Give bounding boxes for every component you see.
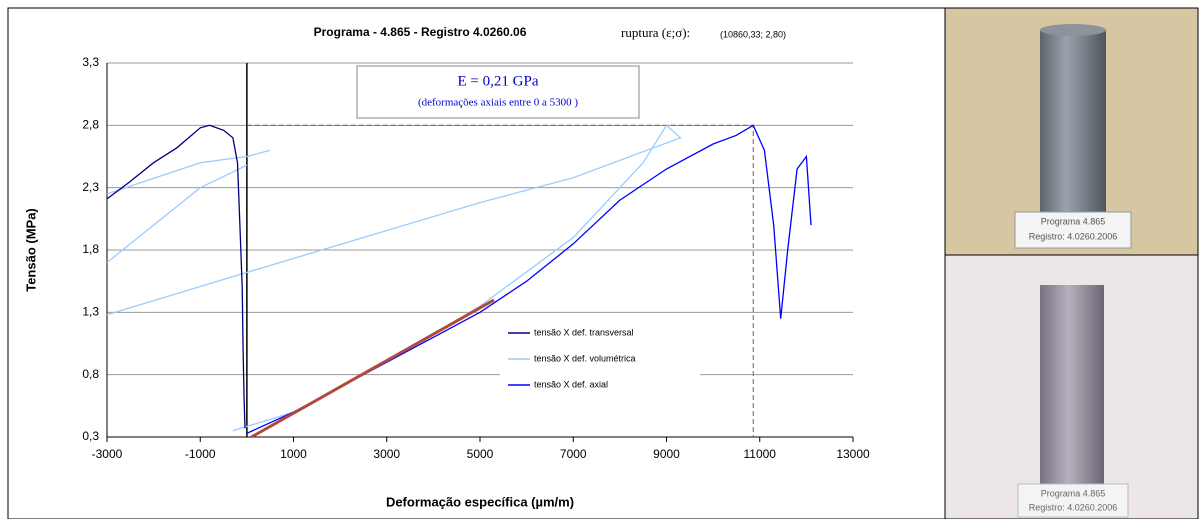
photo-label [1017,483,1129,518]
y-axis-label: Tensão (MPa) [23,208,38,292]
y-tick-label: 2,8 [82,118,99,132]
legend-label: tensão X def. transversal [534,327,634,337]
photo-caption: Programa 4.865 [1041,488,1106,498]
y-tick-label: 1,8 [82,242,99,256]
x-axis-label: Deformação específica (µm/m) [386,494,574,509]
legend-label: tensão X def. volumétrica [534,353,636,363]
x-tick-label: 7000 [560,447,587,461]
photo-caption: Programa 4.865 [1041,216,1106,226]
series-line [246,124,812,434]
x-tick-label: -1000 [185,447,216,461]
y-tick-label: 0,8 [82,367,99,381]
annotation-box [356,65,640,119]
specimen-top [1040,24,1106,36]
chart-title: Programa - 4.865 - Registro 4.0260.06 [314,25,527,39]
y-tick-label: 0,3 [82,429,99,443]
legend-box [500,320,700,398]
x-tick-label: 11000 [744,447,777,461]
x-tick-label: -3000 [92,447,123,461]
rupture-value: (10860,33; 2,80) [720,29,786,39]
x-tick-label: 13000 [836,447,870,461]
annotation-subtitle: (deformações axiais entre 0 a 5300 ) [418,97,578,109]
photo-caption: Registro: 4.0260.2006 [1029,231,1118,241]
legend-label: tensão X def. axial [534,379,608,389]
specimen [1040,285,1104,490]
series-line [106,124,246,429]
y-tick-label: 3,3 [82,55,99,69]
y-tick-label: 1,3 [82,305,99,319]
y-tick-label: 2,3 [82,180,99,194]
rupture-label: ruptura (ε;σ): [621,25,690,40]
x-tick-label: 1000 [280,447,307,461]
x-tick-label: 5000 [467,447,494,461]
annotation-title: E = 0,21 GPa [458,73,539,89]
fit-line [250,298,495,439]
specimen [1040,30,1106,230]
x-tick-label: 3000 [373,447,400,461]
photo-caption: Registro: 4.0260.2006 [1029,502,1118,512]
photo-label [1014,211,1132,249]
x-tick-label: 9000 [653,447,680,461]
